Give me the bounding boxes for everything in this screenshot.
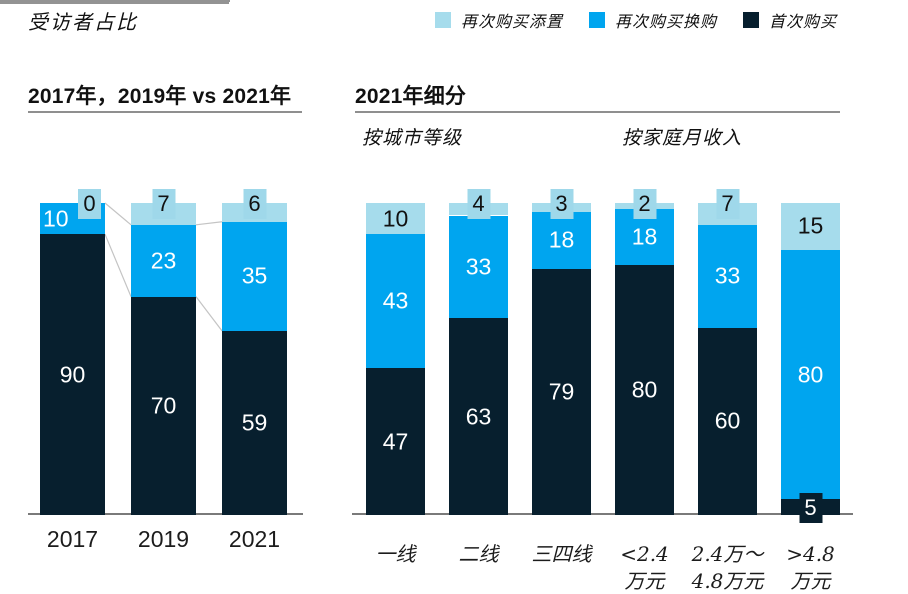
legend-item-first: 首次购买 [743, 8, 837, 32]
value-tab: 0 [78, 189, 101, 219]
bar->4.8万元: 5 80 15 [781, 203, 840, 523]
value-label: 10 [43, 205, 69, 232]
axis-label-一线: 一线 [376, 541, 416, 568]
value-label: 35 [241, 262, 268, 289]
value-label: 80 [631, 376, 658, 403]
legend-item-upgrade: 再次购买换购 [589, 8, 717, 32]
value-label: 33 [714, 262, 741, 289]
segment-首次购买 [222, 330, 287, 515]
city-tier-rule [0, 0, 230, 2]
axis-label-line: 二线 [458, 542, 499, 566]
left-chart-title: 2017年，2019年 vs 2021年 [28, 85, 292, 108]
legend-swatch-addon [435, 12, 451, 28]
chart-years: 90 10 0 2017 70 23 7 2019 59 35 6 2021 [40, 189, 287, 552]
bar-<2.4万元: 80 18 2 [615, 189, 674, 515]
value-label: 18 [548, 226, 575, 253]
value-label: 70 [150, 392, 177, 419]
bar-三四线: 79 18 3 [532, 189, 591, 515]
axis-label-line: 2021 [228, 526, 281, 552]
value-tab: 6 [243, 189, 266, 219]
value-tab: 5 [799, 493, 822, 523]
value-label: 18 [631, 223, 658, 250]
axis-label-2.4万～4.8万元: 2.4万～ 4.8万元 [692, 541, 764, 594]
legend: 再次购买添置 再次购买换购 首次购买 [435, 8, 837, 32]
segment-首次购买 [366, 368, 425, 515]
legend-label-upgrade: 再次购买换购 [615, 12, 718, 31]
legend-label-first: 首次购买 [769, 12, 838, 31]
bar-2017: 90 10 0 [40, 189, 105, 515]
bar-一线: 47 43 10 [366, 203, 425, 515]
segment-再次购买添置 [781, 203, 840, 250]
value-label: 90 [59, 361, 86, 388]
segment-再次购买换购 [532, 212, 591, 269]
left-title-rule [28, 111, 302, 113]
page-title: 受访者占比 [28, 10, 138, 34]
axis-label-line: <2.4 [620, 542, 669, 566]
axis-label-2019: 2019 [138, 526, 189, 553]
segment-首次购买 [615, 265, 674, 515]
value-label: 63 [465, 403, 492, 430]
legend-item-addon: 再次购买添置 [435, 8, 563, 32]
value-tab: 7 [152, 189, 175, 219]
legend-label-addon: 再次购买添置 [461, 12, 564, 31]
value-label: 47 [382, 428, 409, 455]
bar-2.4万～4.8万元: 60 33 7 [698, 189, 757, 515]
value-label: 59 [241, 409, 268, 436]
bar-2019: 70 23 7 [131, 189, 196, 515]
segment-首次购买 [532, 268, 591, 515]
axis-label-三四线: 三四线 [532, 541, 592, 568]
legend-swatch-upgrade [589, 12, 606, 28]
axis-label-line: 2.4万～ [691, 542, 764, 566]
right-chart-title: 2021年细分 [355, 85, 467, 108]
group-label-income: 按家庭月收入 [622, 127, 743, 149]
right-chart-baseline [352, 513, 853, 515]
axis-label-<2.4万元: <2.4 万元 [620, 541, 669, 594]
segment-再次购买换购 [131, 224, 196, 297]
segment-再次购买换购 [698, 224, 757, 328]
axis-label-line: 万元 [624, 569, 665, 593]
axis-label-line: 万元 [790, 569, 831, 593]
value-label: 80 [797, 361, 824, 388]
chart-2021-breakdown: 47 43 10 一线 63 33 4 二线 79 18 3 三四线 80 18 2 <2.4 万元 60 33 7 2… [366, 189, 840, 593]
axis-label-line: 4.8万元 [691, 569, 764, 593]
value-label: 10 [382, 205, 409, 232]
axis-label-line: 2019 [137, 526, 190, 552]
value-label: 23 [150, 247, 177, 274]
axis-label-2021: 2021 [229, 526, 280, 553]
segment-再次购买换购 [449, 215, 508, 319]
axis-label-2017: 2017 [47, 526, 98, 553]
bar-二线: 63 33 4 [449, 189, 508, 515]
axis-label-二线: 二线 [459, 541, 499, 568]
segment-首次购买 [40, 234, 105, 515]
group-label-city-tier: 按城市等级 [362, 127, 463, 149]
segment-再次购买换购 [781, 249, 840, 500]
value-label: 15 [797, 212, 824, 239]
right-title-rule [355, 111, 840, 113]
value-tab: 2 [633, 189, 656, 219]
axis-label-line: 三四线 [531, 542, 592, 566]
value-label: 79 [548, 378, 575, 405]
value-tab: 7 [716, 189, 739, 219]
income-rule [0, 2, 229, 4]
axis-label-line: 2017 [46, 526, 99, 552]
axis-label->4.8万元: >4.8 万元 [786, 541, 835, 594]
value-label: 33 [465, 253, 492, 280]
value-tab: 3 [550, 189, 573, 219]
value-label: 43 [382, 287, 409, 314]
value-label: 60 [714, 407, 741, 434]
legend-swatch-first [743, 12, 760, 28]
segment-再次购买换购 [222, 221, 287, 331]
axis-label-line: 一线 [375, 542, 416, 566]
segment-首次购买 [131, 296, 196, 515]
segment-再次购买添置 [366, 203, 425, 235]
segment-再次购买换购 [366, 234, 425, 369]
segment-首次购买 [698, 327, 757, 515]
axis-label-line: >4.8 [786, 542, 835, 566]
segment-首次购买 [449, 318, 508, 515]
value-tab: 4 [467, 189, 490, 219]
bar-2021: 59 35 6 [222, 189, 287, 515]
